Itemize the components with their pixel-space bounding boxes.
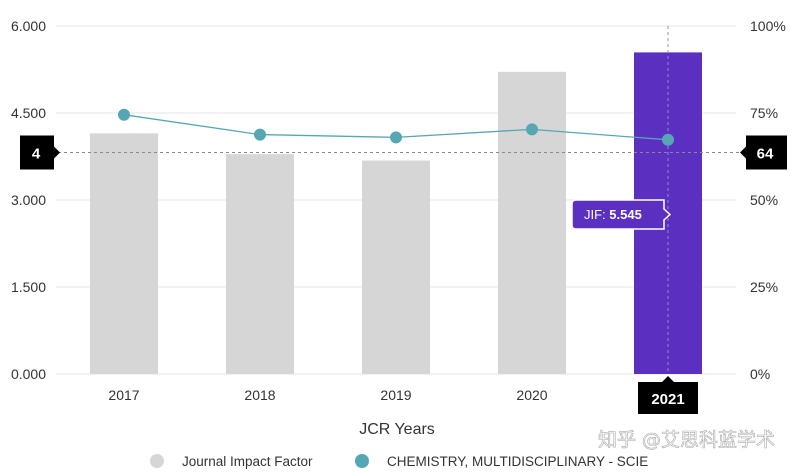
tooltip-text: JIF: 5.545	[584, 207, 642, 222]
y-right-tick-label: 75%	[750, 105, 778, 121]
bar-2020	[498, 71, 566, 374]
x-axis-title: JCR Years	[359, 421, 435, 438]
bar-2017	[90, 133, 158, 374]
watermark: 知乎 @艾思科蓝学术	[598, 429, 775, 451]
legend: Journal Impact Factor CHEMISTRY, MULTIDIS…	[150, 454, 648, 469]
bar-2018	[226, 154, 294, 374]
y-left-tick-label: 1.500	[11, 279, 46, 295]
right-axis-marker	[740, 135, 787, 170]
y-left-tick-label: 6.000	[11, 18, 46, 34]
x-tick-label-2018: 2018	[244, 387, 275, 403]
line-point-2019	[390, 131, 402, 144]
y-left-tick-label: 4.500	[11, 105, 46, 121]
line-series	[118, 108, 674, 146]
selected-category-marker-label: 2021	[651, 391, 684, 408]
legend-label-jif: Journal Impact Factor	[182, 454, 313, 469]
y-left-tick-label: 0.000	[11, 366, 46, 382]
x-tick-label-2019: 2019	[380, 387, 411, 403]
line-point-2020	[526, 123, 538, 136]
y-right-tick-label: 50%	[750, 192, 778, 208]
axis-markers: 4 64 2021	[20, 135, 787, 414]
axis-labels: 0.000 1.500 3.000 4.500 6.000 0% 25% 50% 75% 100%…	[11, 18, 786, 403]
y-right-tick-label: 100%	[750, 18, 786, 34]
bar-2019	[362, 160, 430, 374]
right-axis-marker-label: 64	[757, 145, 774, 162]
left-axis-marker	[20, 135, 60, 170]
tooltip: JIF: 5.545	[571, 199, 672, 230]
left-axis-marker-label: 4	[32, 145, 41, 162]
line-point-2021	[662, 133, 674, 146]
line-point-2018	[254, 128, 266, 141]
legend-swatch-category	[355, 454, 369, 468]
y-right-tick-label: 25%	[750, 279, 778, 295]
y-right-tick-label: 0%	[750, 366, 770, 382]
tooltip-prefix: JIF:	[584, 207, 609, 222]
x-tick-label-2017: 2017	[108, 387, 139, 403]
tooltip-value: 5.545	[609, 207, 642, 222]
legend-label-category: CHEMISTRY, MULTIDISCIPLINARY - SCIE	[387, 454, 648, 469]
legend-swatch-jif	[150, 454, 164, 468]
line-point-2017	[118, 108, 130, 121]
y-left-tick-label: 3.000	[11, 192, 46, 208]
x-tick-label-2020: 2020	[516, 387, 547, 403]
tooltip-box	[571, 199, 672, 230]
selected-category-marker	[638, 376, 698, 414]
